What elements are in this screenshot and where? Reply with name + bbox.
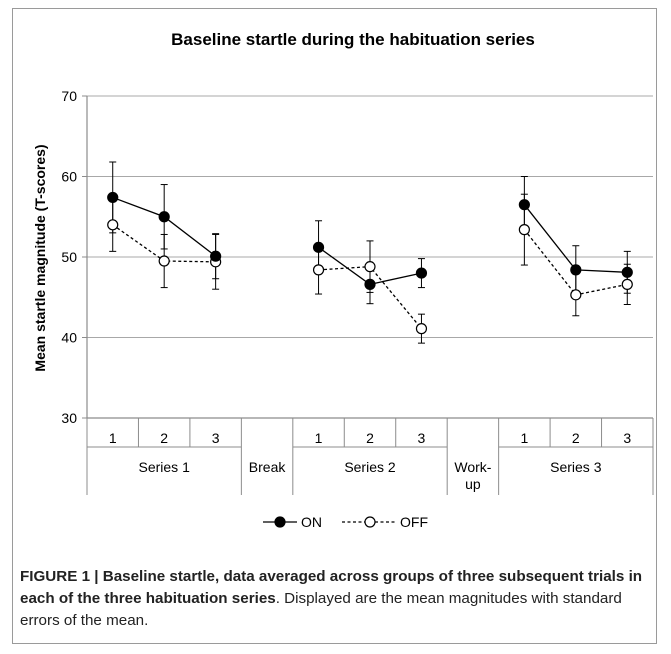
y-tick-label: 30 (61, 410, 77, 426)
group-label: Break (249, 459, 287, 475)
figure-caption: FIGURE 1 | Baseline startle, data averag… (20, 566, 656, 632)
group-label-line: Break (249, 459, 287, 475)
group-label: Series 2 (344, 459, 396, 475)
data-point-on (570, 264, 582, 276)
y-tick-label: 40 (61, 330, 77, 346)
data-point-on (364, 278, 376, 290)
legend-marker-off (364, 516, 376, 528)
data-point-on (621, 266, 633, 278)
y-tick-label: 60 (61, 169, 77, 185)
legend: ON OFF (263, 514, 428, 530)
group-label: Series 3 (550, 459, 602, 475)
data-point-off (570, 289, 582, 301)
caption-rest: . Displayed are the mean magnitudes with… (20, 590, 622, 629)
data-point-on (107, 191, 119, 204)
data-point-off (158, 255, 170, 267)
x-tick-label: 1 (315, 430, 323, 446)
chart-title: Baseline startle during the habituation … (171, 30, 535, 49)
axis-layer: 30 40 50 60 70 1 2 3 1 2 3 1 2 3 Series 1 Break Series 2… (61, 88, 654, 495)
x-tick-label: 2 (366, 430, 374, 446)
group-label-line: Series 2 (344, 459, 396, 475)
legend-label-off: OFF (400, 514, 428, 530)
x-tick-label: 2 (572, 430, 580, 446)
data-point-on (158, 211, 170, 223)
chart: Baseline startle during the habituation … (32, 30, 654, 530)
caption-lead: FIGURE 1 | Baseline startle, data averag… (20, 568, 643, 607)
series-layer (107, 161, 633, 344)
y-tick-label: 70 (61, 88, 77, 104)
x-tick-label: 2 (160, 430, 168, 446)
legend-label-on: ON (301, 514, 322, 530)
x-tick-label: 3 (623, 430, 631, 446)
group-label-line: Work- (454, 459, 491, 475)
x-tick-label: 3 (418, 430, 426, 446)
group-label: Series 1 (139, 459, 191, 475)
y-axis-label: Mean startle magnitude (T-scores) (32, 144, 48, 371)
legend-marker-on (274, 516, 286, 528)
group-label-line: Series 3 (550, 459, 602, 475)
group-label: Work-up (454, 459, 491, 492)
figure-frame (12, 8, 657, 644)
data-point-on (518, 199, 530, 211)
x-tick-label: 3 (212, 430, 220, 446)
data-point-off (415, 323, 428, 335)
x-tick-label: 1 (109, 430, 117, 446)
y-tick-label: 50 (61, 249, 77, 265)
data-point-on (210, 250, 222, 262)
data-point-off (312, 264, 325, 276)
group-label-line: Series 1 (139, 459, 191, 475)
data-point-off (621, 278, 633, 290)
x-tick-label: 1 (520, 430, 528, 446)
group-label-line: up (465, 476, 481, 492)
data-point-off (107, 219, 119, 231)
data-point-off (364, 261, 376, 273)
data-point-on (312, 241, 325, 253)
data-point-on (415, 267, 428, 279)
data-point-off (518, 224, 530, 236)
